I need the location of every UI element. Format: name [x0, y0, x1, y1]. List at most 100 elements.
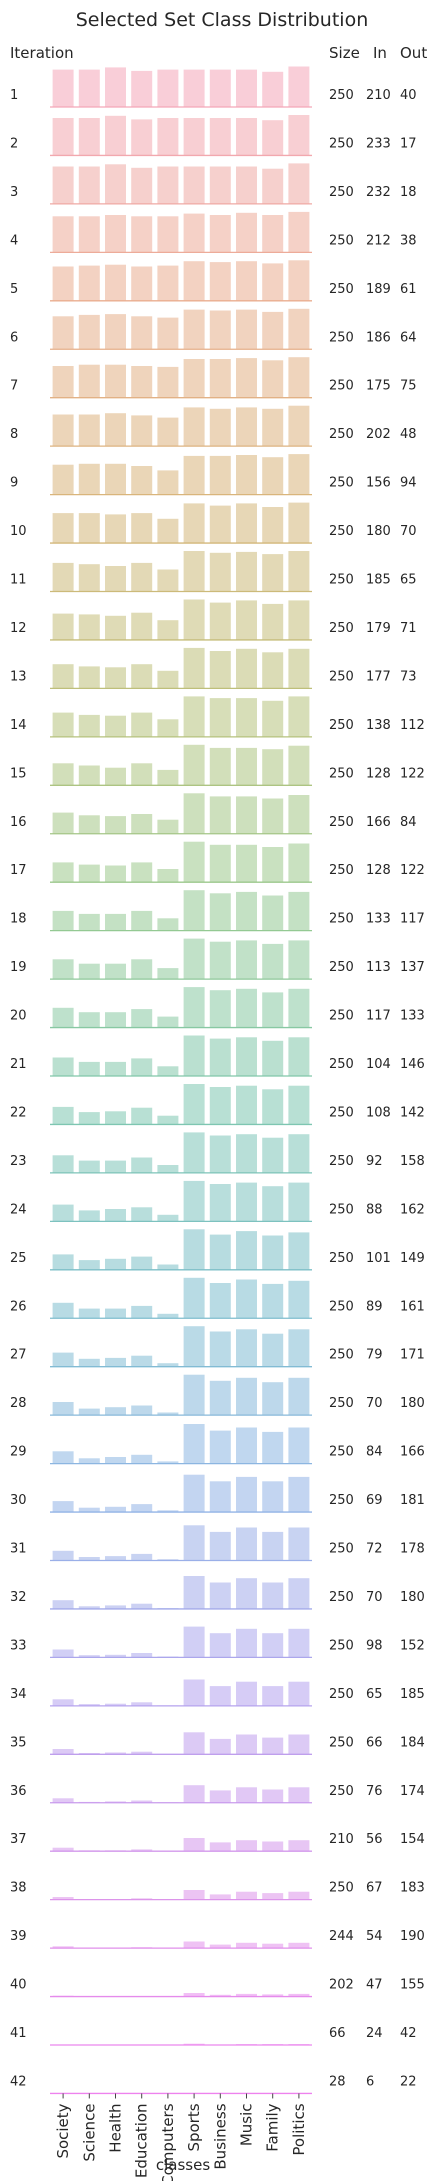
out-value: 161	[400, 1299, 425, 1314]
iteration-row: 35 250 66 184	[10, 1732, 425, 1755]
iteration-row: 37 210 56 154	[10, 1832, 425, 1852]
iteration-label: 35	[10, 1735, 27, 1750]
class-bar	[157, 470, 179, 495]
class-bar	[288, 1993, 310, 1997]
size-value: 250	[329, 1687, 354, 1702]
size-value: 250	[329, 1735, 354, 1750]
size-value: 202	[329, 1978, 354, 1993]
class-bar	[209, 1738, 231, 1755]
class-bar	[262, 652, 284, 689]
class-bar	[288, 1578, 310, 1609]
class-bar	[236, 551, 257, 592]
class-bar	[131, 612, 153, 640]
class-bar	[236, 1329, 257, 1367]
class-bar	[52, 1254, 74, 1270]
class-bar	[52, 1007, 74, 1028]
class-bar	[183, 1326, 205, 1367]
class-bar	[157, 670, 179, 689]
out-value: 18	[400, 185, 417, 200]
in-value: 92	[366, 1154, 383, 1169]
class-bar	[131, 959, 153, 980]
iteration-row: 20 250 117 133	[10, 987, 425, 1029]
class-bar	[131, 1751, 153, 1755]
class-bar	[52, 316, 74, 350]
class-bar	[288, 1427, 310, 1464]
iteration-label: 32	[10, 1590, 27, 1605]
class-bar	[288, 551, 310, 592]
class-bar	[131, 466, 153, 495]
class-bar	[288, 1037, 310, 1076]
class-bar	[157, 819, 179, 834]
class-bar	[131, 266, 153, 301]
class-bar	[105, 1061, 126, 1076]
class-bar	[183, 841, 205, 883]
out-value: 149	[400, 1251, 425, 1266]
class-bar	[52, 812, 74, 834]
in-value: 89	[366, 1299, 383, 1314]
iteration-label: 41	[10, 2026, 27, 2041]
class-bar	[262, 1943, 284, 1949]
iteration-label: 16	[10, 815, 27, 830]
class-bar	[105, 1556, 126, 1561]
out-value: 185	[400, 1687, 425, 1702]
x-tick-label: Sports	[185, 2103, 203, 2151]
in-value: 69	[366, 1493, 383, 1508]
class-bar	[288, 1891, 310, 1900]
iteration-row: 16 250 166 84	[10, 793, 417, 835]
class-bar	[105, 715, 126, 737]
iteration-label: 26	[10, 1299, 27, 1314]
class-bar	[236, 1993, 257, 1997]
in-value: 128	[366, 863, 391, 878]
class-bar	[209, 69, 231, 107]
out-value: 181	[400, 1493, 425, 1508]
class-bar	[209, 990, 231, 1028]
iteration-label: 15	[10, 766, 27, 781]
class-bar	[262, 1893, 284, 1900]
class-bar	[105, 865, 126, 883]
iteration-row: 9 250 156 94	[10, 454, 417, 496]
size-value: 250	[329, 427, 354, 442]
class-bar	[262, 603, 284, 640]
class-bar	[105, 963, 126, 980]
class-bar	[209, 844, 231, 883]
class-bar	[78, 118, 100, 156]
class-bar	[236, 1681, 257, 1706]
class-bar	[52, 513, 74, 543]
class-bar	[288, 600, 310, 640]
class-bar	[131, 664, 153, 689]
iteration-label: 19	[10, 960, 27, 975]
class-bar	[78, 815, 100, 834]
class-bar	[209, 1994, 231, 1997]
size-value: 250	[329, 1881, 354, 1896]
class-bar	[131, 167, 153, 204]
in-value: 180	[366, 524, 391, 539]
out-value: 38	[400, 233, 417, 248]
iteration-row: 10 250 180 70	[10, 502, 417, 544]
size-value: 250	[329, 185, 354, 200]
class-bar	[131, 814, 153, 834]
class-bar	[105, 364, 126, 398]
class-bar	[262, 311, 284, 350]
size-value: 28	[329, 2074, 346, 2089]
class-bar	[209, 1481, 231, 1513]
class-bar	[157, 417, 179, 447]
class-bar	[157, 719, 179, 737]
class-bar	[157, 1313, 179, 1319]
class-bar	[157, 366, 179, 398]
x-tick-label: Computers	[159, 2103, 177, 2181]
out-value: 133	[400, 1009, 425, 1024]
in-value: 117	[366, 1009, 391, 1024]
iteration-row: 21 250 104 146	[10, 1035, 425, 1077]
iteration-rows: 1 250 210 402 250 233 173 250 232 184 250 212 385 250…	[10, 66, 425, 2095]
class-bar	[262, 1531, 284, 1561]
class-bar	[105, 1160, 126, 1173]
in-value: 202	[366, 427, 391, 442]
class-bar	[262, 263, 284, 301]
class-bar	[105, 615, 126, 640]
in-value: 67	[366, 1881, 383, 1896]
class-bar	[52, 118, 74, 156]
class-bar	[78, 1210, 100, 1222]
class-bar	[209, 1633, 231, 1658]
size-value: 250	[329, 524, 354, 539]
class-bar	[131, 763, 153, 786]
